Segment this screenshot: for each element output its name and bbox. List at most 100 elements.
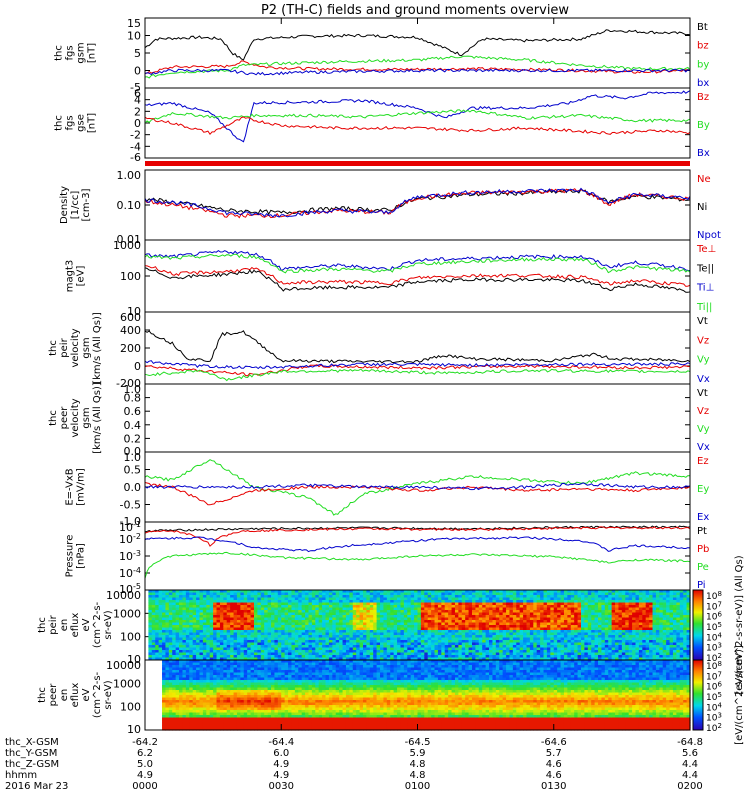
y-tick-label: 1.0 (124, 451, 142, 464)
y-tick-label: 1000 (113, 677, 141, 690)
panels-group: thcfgsgsm[nT]151050-5Btbzbybxthcfgsgse[n… (37, 17, 745, 745)
legend-label: bz (697, 41, 709, 52)
panel-peer_eflux: thcpeerenefluxeV(cm^2-s-sr-eV)1000010001… (37, 645, 745, 745)
y-tick-label: 100 (120, 631, 141, 644)
panel-frame (145, 88, 690, 158)
series-line (145, 189, 690, 214)
y-tick-label: 0.10 (117, 199, 142, 212)
panel-ylabel: Pressure[nPa] (65, 535, 87, 578)
legend-label: Npot (697, 230, 721, 241)
legend-label: Ex (697, 512, 709, 523)
ylabel-line: [nPa] (76, 543, 87, 569)
y-tick-label: 0.8 (124, 392, 142, 405)
y-tick-label: -6 (130, 151, 141, 164)
ylabel-line: Density (59, 186, 70, 224)
y-tick-label: 0.0 (124, 481, 142, 494)
ylabel-line: peer (59, 406, 70, 430)
legend-label: Ni (697, 202, 707, 213)
panel-ylabel: thcpeirvelocitygsm[km/s (All Qs)] (48, 312, 103, 384)
legend-label: Vy (697, 424, 710, 435)
series-line (145, 251, 690, 271)
legend-label: Ti⊥ (696, 283, 714, 294)
series-line (145, 56, 690, 78)
series-line (145, 483, 690, 490)
y-tick-label: 0 (134, 360, 141, 373)
series-line (145, 537, 690, 552)
ylabel-line: Pressure (65, 535, 76, 578)
colorbar (693, 590, 703, 660)
series-line (145, 483, 690, 505)
ylabel-line: thc (37, 617, 48, 633)
ylabel-line: thc (37, 687, 48, 703)
ylabel-line: fgs (65, 45, 76, 60)
series-line (145, 331, 690, 363)
panel-ylabel: Density[1/cc][cm-3] (59, 186, 92, 224)
legend-label: Pb (697, 544, 709, 555)
ylabel-line: [nT] (87, 43, 98, 63)
y-tick-label: 100 (120, 270, 141, 283)
y-tick-label: 0.4 (124, 419, 142, 432)
legend-label: Te⊥ (696, 244, 716, 255)
y-tick-label: 10000 (106, 589, 141, 602)
y-tick-label: 1000 (113, 239, 141, 252)
legend-label: Te|| (696, 263, 714, 274)
panel-ylabel: thcpeervelocitygsm[km/s (All Qs)] (48, 382, 103, 454)
ylabel-line: (cm^2-s- (92, 601, 103, 648)
legend-label: Pt (697, 526, 707, 537)
legend-label: Vt (697, 316, 708, 327)
legend-label: Bx (697, 148, 710, 159)
y-tick-label: 1.00 (117, 169, 142, 182)
series-line (145, 117, 690, 134)
series-line (145, 69, 690, 75)
series-line (145, 188, 690, 217)
ylabel-line: thc (54, 115, 65, 131)
series-line (145, 460, 690, 515)
ylabel-line: gsm (81, 337, 92, 358)
legend-label: bx (697, 78, 709, 89)
legend-label: Vt (697, 388, 708, 399)
ylabel-line: fgs (65, 115, 76, 130)
y-tick-label: 0.6 (124, 405, 142, 418)
panel-ylabel: thcpeirenefluxeV(cm^2-s-sr-eV) (37, 601, 114, 648)
series-line (145, 369, 690, 381)
ylabel-line: eflux (70, 613, 81, 638)
panel-peir_velocity: thcpeirvelocitygsm[km/s (All Qs)]6004002… (48, 311, 710, 390)
panel-pressure: Pressure[nPa]10-110-210-310-410-5PtPbPeP… (65, 520, 710, 596)
ylabel-line: peir (59, 337, 70, 357)
ylabel-line: velocity (70, 328, 81, 367)
ylabel-line: thc (48, 410, 59, 426)
legend-label: Ez (697, 456, 709, 467)
ylabel-line: eV (81, 688, 92, 701)
y-tick-label: 10 (127, 30, 141, 43)
y-tick-label: 5 (134, 47, 141, 60)
panel-frame (145, 312, 690, 384)
y-tick-label: 1000 (113, 607, 141, 620)
series-line (145, 110, 690, 123)
legend-label: Pi (697, 580, 706, 591)
separator-bar (145, 161, 690, 166)
y-tick-label: 600 (120, 311, 141, 324)
ylabel-line: gse (76, 114, 87, 132)
legend-label: Vz (697, 406, 709, 417)
series-line (145, 266, 690, 287)
y-tick-label: 100 (120, 701, 141, 714)
legend-label: Pe (697, 562, 709, 573)
panel-frame (145, 18, 690, 88)
ylabel-line: thc (54, 45, 65, 61)
ylabel-line: [cm-3] (81, 188, 92, 221)
ylabel-line: en (59, 619, 70, 632)
ylabel-line: [eV] (76, 266, 87, 287)
ylabel-line: [mV/m] (76, 468, 87, 506)
legend-label: Bt (697, 22, 708, 33)
y-tick-label: 10000 (106, 659, 141, 672)
panel-frame (145, 240, 690, 312)
ylabel-line: velocity (70, 398, 81, 437)
ylabel-line: [km/s (All Qs)] (92, 312, 103, 384)
panel-ylabel: thcfgsgse[nT] (54, 113, 98, 133)
ylabel-line: eV (81, 618, 92, 631)
